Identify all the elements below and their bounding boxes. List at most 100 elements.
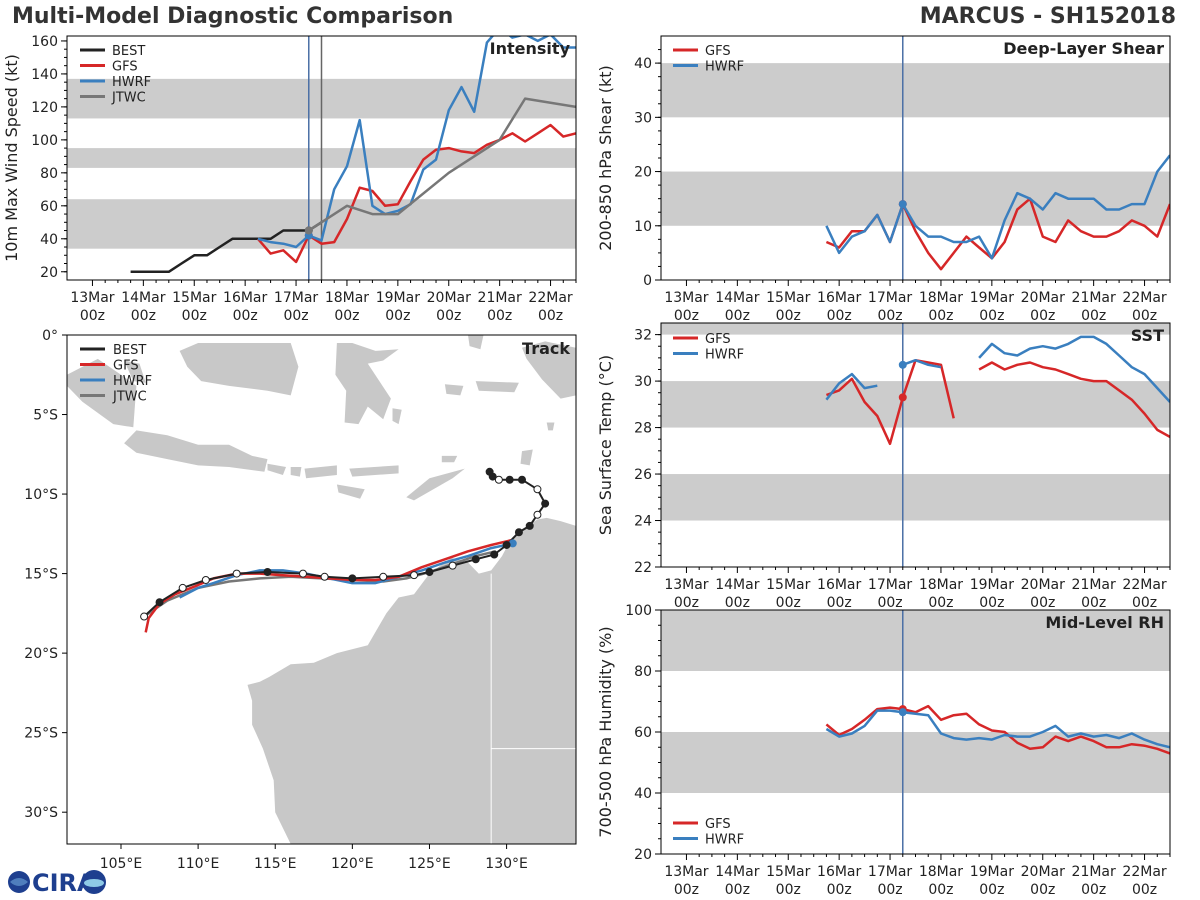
sst-xtick-label: 17Mar [868, 577, 912, 593]
rh-xtick-label: 15Mar [766, 864, 810, 880]
sst-xtick-label: 14Mar [715, 577, 759, 593]
rh-xtick-sublabel: 00z [979, 882, 1004, 898]
track-best-point [488, 472, 497, 481]
sst-ytick-label: 24 [634, 514, 652, 530]
intensity-legend-best-label: BEST [112, 44, 145, 59]
intensity-best-line-0 [130, 221, 323, 274]
tanimbar-island [520, 449, 533, 466]
shear-ytick-label: 0 [643, 273, 652, 289]
sst-xtick-label: 22Mar [1122, 577, 1166, 593]
track-legend-gfs-label: GFS [113, 359, 139, 374]
sst-xtick-label: 19Mar [970, 577, 1014, 593]
intensity-title: Intensity [490, 39, 571, 58]
sst-legend-gfs-label: GFS [705, 332, 731, 347]
track-best-point [263, 568, 272, 577]
intensity-ytick-label: 120 [31, 100, 58, 116]
intensity-xtick-label: 16Mar [223, 290, 267, 306]
track-legend-best-label: BEST [113, 343, 146, 358]
track-best-point [518, 475, 527, 484]
sst-band-0 [661, 474, 1170, 521]
intensity-xtick-label: 13Mar [70, 290, 114, 306]
sst-hwrf-line-0 [825, 372, 878, 401]
track-best-point [490, 550, 499, 559]
shear-xtick-label: 16Mar [817, 290, 861, 306]
shear-xtick-sublabel: 00z [827, 308, 852, 324]
rh-xtick-label: 18Mar [919, 864, 963, 880]
track-title: Track [522, 339, 570, 358]
track-xtick-label: 105°E [100, 856, 143, 872]
shear-xtick-label: 18Mar [919, 290, 963, 306]
sst-xtick-label: 21Mar [1072, 577, 1116, 593]
rh-ylabel: 700-500 hPa Humidity (%) [596, 626, 615, 837]
intensity-xtick-sublabel: 00z [538, 308, 563, 324]
shear-hwrf-analysis-point [898, 200, 907, 209]
buton-island [392, 408, 402, 425]
rh-ytick-label: 100 [625, 603, 652, 619]
shear-ytick-label: 10 [634, 219, 652, 235]
track-best-point [140, 612, 149, 621]
shear-xtick-sublabel: 00z [1081, 308, 1106, 324]
sst-ytick-label: 28 [634, 421, 652, 437]
track-ytick-label: 5°S [33, 408, 58, 424]
sst-gfs-analysis-point [898, 393, 907, 402]
shear-xtick-sublabel: 00z [674, 308, 699, 324]
intensity-ytick-label: 80 [40, 166, 58, 182]
rh-ytick-label: 60 [634, 725, 652, 741]
seram-island [475, 381, 519, 393]
rh-xtick-sublabel: 00z [928, 882, 953, 898]
rh-hwrf-line-0 [825, 709, 1170, 749]
rh-xtick-sublabel: 00z [776, 882, 801, 898]
intensity-xtick-sublabel: 00z [131, 308, 156, 324]
intensity-jtwc-line-0 [308, 97, 576, 232]
shear-ytick-label: 40 [634, 56, 652, 72]
shear-xtick-label: 14Mar [715, 290, 759, 306]
shear-xtick-label: 20Mar [1021, 290, 1065, 306]
page-title: Multi-Model Diagnostic Comparison [12, 4, 454, 29]
rh-ytick-label: 20 [634, 847, 652, 863]
lombok-island [290, 467, 302, 477]
track-hwrf-start-point [508, 539, 517, 548]
shear-xtick-label: 13Mar [664, 290, 708, 306]
sst-ytick-label: 26 [634, 467, 652, 483]
sst-hwrf-line-2 [978, 335, 1170, 403]
intensity-xtick-label: 15Mar [172, 290, 216, 306]
sst-xtick-sublabel: 00z [827, 595, 852, 611]
intensity-panel: 13Mar 00z 14Mar 00z 15Mar 00z 16Mar 00z 17Mar 00z… [2, 34, 577, 324]
intensity-ylabel: 10m Max Wind Speed (kt) [2, 54, 21, 262]
sst-title: SST [1131, 326, 1164, 345]
rh-xtick-label: 20Mar [1021, 864, 1065, 880]
sumbawa-island [304, 465, 337, 479]
java-island [124, 430, 268, 472]
rh-ytick-label: 40 [634, 786, 652, 802]
sst-hwrf-line-1 [902, 358, 942, 369]
shear-xtick-label: 17Mar [868, 290, 912, 306]
track-best-point [320, 572, 329, 581]
intensity-ytick-label: 160 [31, 34, 58, 50]
sst-xtick-sublabel: 00z [979, 595, 1004, 611]
sst-band-1 [661, 381, 1170, 428]
rh-band-1 [661, 610, 1170, 671]
sst-xtick-label: 15Mar [766, 577, 810, 593]
track-best-point [298, 569, 307, 578]
track-xtick-label: 125°E [408, 856, 451, 872]
intensity-ytick-label: 20 [40, 265, 58, 281]
rh-xtick-label: 17Mar [868, 864, 912, 880]
track-best-point [178, 583, 187, 592]
shear-hwrf-line-0 [825, 154, 1170, 260]
track-ytick-label: 10°S [24, 487, 58, 503]
track-best-point [533, 485, 542, 494]
intensity-legend-gfs-label: GFS [112, 60, 138, 75]
rh-xtick-sublabel: 00z [674, 882, 699, 898]
track-ytick-label: 20°S [24, 646, 58, 662]
sulawesi-island [335, 343, 399, 425]
intensity-xtick-label: 17Mar [274, 290, 318, 306]
shear-panel: 13Mar 00z 14Mar 00z 15Mar 00z 16Mar 00z 17Mar 00z… [596, 35, 1171, 324]
intensity-xtick-label: 21Mar [478, 290, 522, 306]
flores-island [349, 465, 399, 477]
sst-legend-hwrf-label: HWRF [705, 348, 744, 363]
rh-xtick-sublabel: 00z [827, 882, 852, 898]
wetar-island [441, 455, 458, 463]
intensity-ytick-label: 40 [40, 232, 58, 248]
